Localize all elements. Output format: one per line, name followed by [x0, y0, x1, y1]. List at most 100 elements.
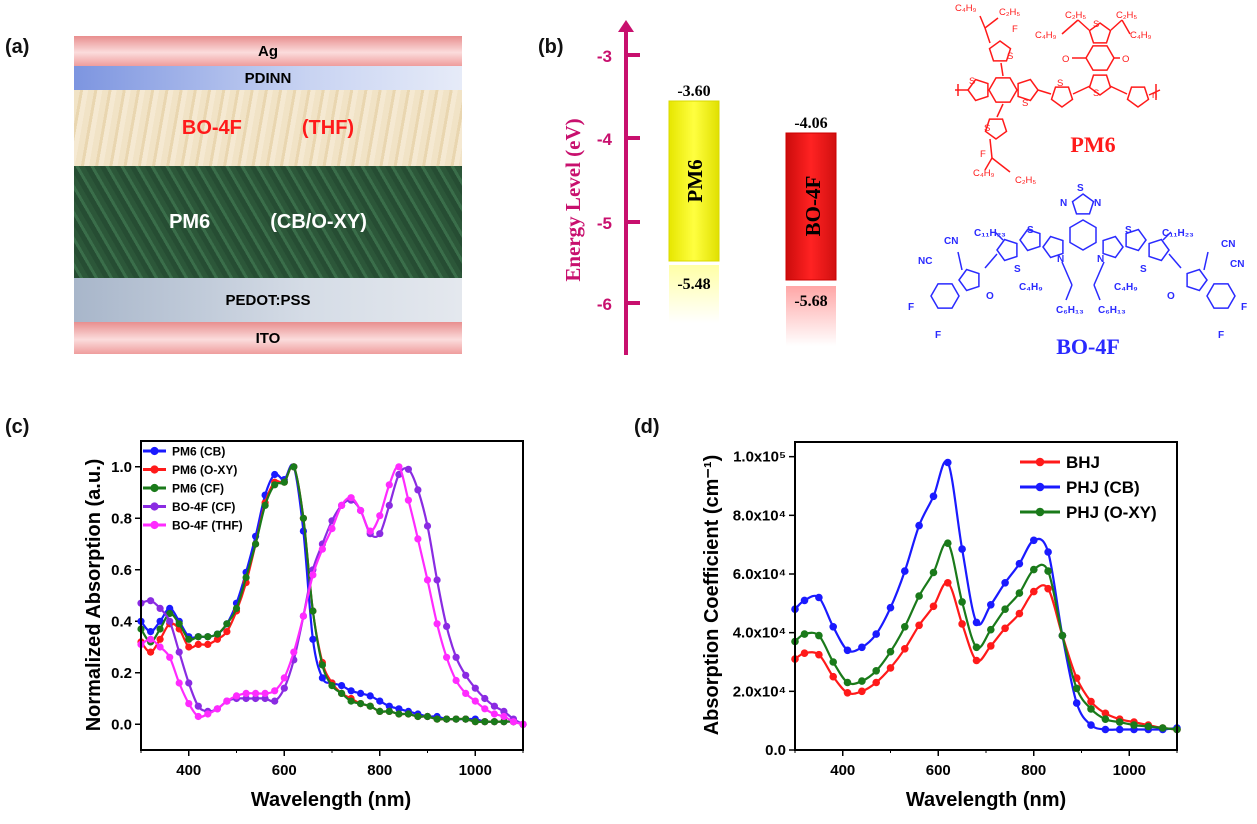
- atom-label: S: [1093, 88, 1099, 99]
- data-point: [376, 530, 384, 538]
- atom-label: C₆H₁₃: [1056, 305, 1084, 316]
- bond: [1110, 19, 1123, 31]
- legend-marker: [1035, 457, 1045, 467]
- data-point: [481, 705, 489, 713]
- data-point: [261, 689, 269, 698]
- panel-label-d: (d): [634, 416, 660, 438]
- legend-label: BO-4F (CF): [172, 500, 235, 514]
- data-point: [944, 458, 952, 467]
- chart-c-ylabel: Normalized Absorption (a.u.): [83, 459, 105, 732]
- data-point: [404, 465, 412, 473]
- data-point: [901, 567, 909, 575]
- data-point: [175, 648, 183, 656]
- data-point: [204, 633, 212, 641]
- data-point: [423, 522, 432, 530]
- y-tick-label: 0.2: [111, 665, 132, 682]
- data-point: [443, 715, 451, 723]
- data-point: [414, 486, 422, 494]
- atom-label: CN: [1221, 239, 1235, 250]
- data-point: [175, 679, 183, 687]
- data-point: [414, 712, 422, 721]
- data-point: [1087, 697, 1095, 706]
- data-point: [872, 630, 880, 638]
- thiadiazole-ring: [1071, 193, 1095, 215]
- atom-label: F: [980, 149, 986, 160]
- series-bhj: [791, 579, 1181, 734]
- atom-label: C₂H₅: [1015, 175, 1036, 186]
- atom-label: N: [1057, 254, 1064, 265]
- bond: [1162, 231, 1172, 241]
- bond: [1061, 19, 1079, 35]
- data-point: [987, 601, 995, 609]
- energy-axis-arrow-icon: [618, 20, 634, 32]
- bond: [991, 157, 1011, 173]
- legend-label: PM6 (CB): [172, 444, 225, 458]
- atom-label: C₁₁H₂₃: [1162, 228, 1194, 239]
- atom-label: C₄H₉: [1035, 30, 1057, 41]
- energy-tick-label: -5: [597, 214, 612, 233]
- data-point: [1030, 587, 1038, 596]
- data-point: [471, 697, 479, 705]
- data-point: [242, 689, 250, 698]
- pyrrole-ring: [1102, 235, 1124, 259]
- data-point: [829, 672, 837, 681]
- legend-item: PM6 (O-XY): [143, 463, 237, 477]
- thiophene-ring: [984, 118, 1008, 140]
- chart-c-frame: [140, 440, 524, 751]
- data-point: [433, 576, 441, 584]
- bond: [1121, 19, 1131, 35]
- atom-label: O: [1122, 54, 1129, 65]
- bond: [979, 15, 986, 29]
- data-point: [490, 718, 498, 726]
- data-point: [395, 710, 403, 718]
- data-point: [404, 710, 412, 718]
- data-point: [147, 597, 155, 605]
- data-point: [290, 463, 298, 471]
- data-point: [223, 620, 231, 628]
- data-point: [1072, 684, 1081, 693]
- series-line: [794, 459, 1178, 731]
- data-point: [462, 689, 470, 698]
- data-point: [1130, 721, 1138, 729]
- data-point: [338, 501, 346, 509]
- data-point: [958, 620, 966, 628]
- data-point: [843, 646, 852, 655]
- bond: [1203, 251, 1209, 271]
- chart-c-xlabel: Wavelength (nm): [251, 789, 411, 811]
- legend-item: PM6 (CB): [143, 444, 225, 458]
- data-point: [1072, 699, 1081, 707]
- data-point: [423, 712, 432, 721]
- x-tick-label: 400: [830, 762, 855, 779]
- data-point: [185, 643, 193, 651]
- series-line: [794, 581, 1178, 731]
- bond: [989, 138, 993, 159]
- x-tick-label: 800: [367, 762, 392, 779]
- data-point: [194, 640, 202, 649]
- y-tick-label: 0.0: [765, 742, 786, 759]
- bo4f-structure: [930, 193, 1236, 309]
- pm6-atom-labels: C₄H₉ C₂H₅ F S C₂H₅ C₂H₅ C₄H₉ C₄H₉ O O S …: [955, 3, 1157, 186]
- data-point: [357, 700, 365, 708]
- data-point: [500, 718, 508, 726]
- data-point: [166, 653, 174, 661]
- layer-bo4f-label: BO-4F: [181, 116, 242, 139]
- data-point: [915, 592, 923, 600]
- data-point: [280, 674, 288, 682]
- data-point: [800, 630, 809, 638]
- atom-label: O: [1167, 291, 1175, 302]
- data-point: [443, 653, 451, 661]
- data-point: [232, 604, 241, 613]
- data-point: [915, 621, 923, 630]
- atom-label: C₄H₉: [973, 168, 995, 179]
- data-point: [1044, 567, 1052, 575]
- data-point: [204, 640, 212, 649]
- pm6-homo-label: -5.48: [677, 276, 710, 293]
- thiophene-ring: [967, 78, 989, 102]
- benzene-ring: [988, 77, 1018, 103]
- data-point: [958, 598, 966, 606]
- atom-label: C₄H₉: [1130, 30, 1152, 41]
- chart-c-plot-area: 400 600 800 1000 0.0 0.2 0.4 0.6 0.8 1.0 PM6 (CB) P…: [111, 444, 527, 779]
- data-point: [915, 521, 923, 530]
- series-bo-4f-cf: [137, 465, 527, 728]
